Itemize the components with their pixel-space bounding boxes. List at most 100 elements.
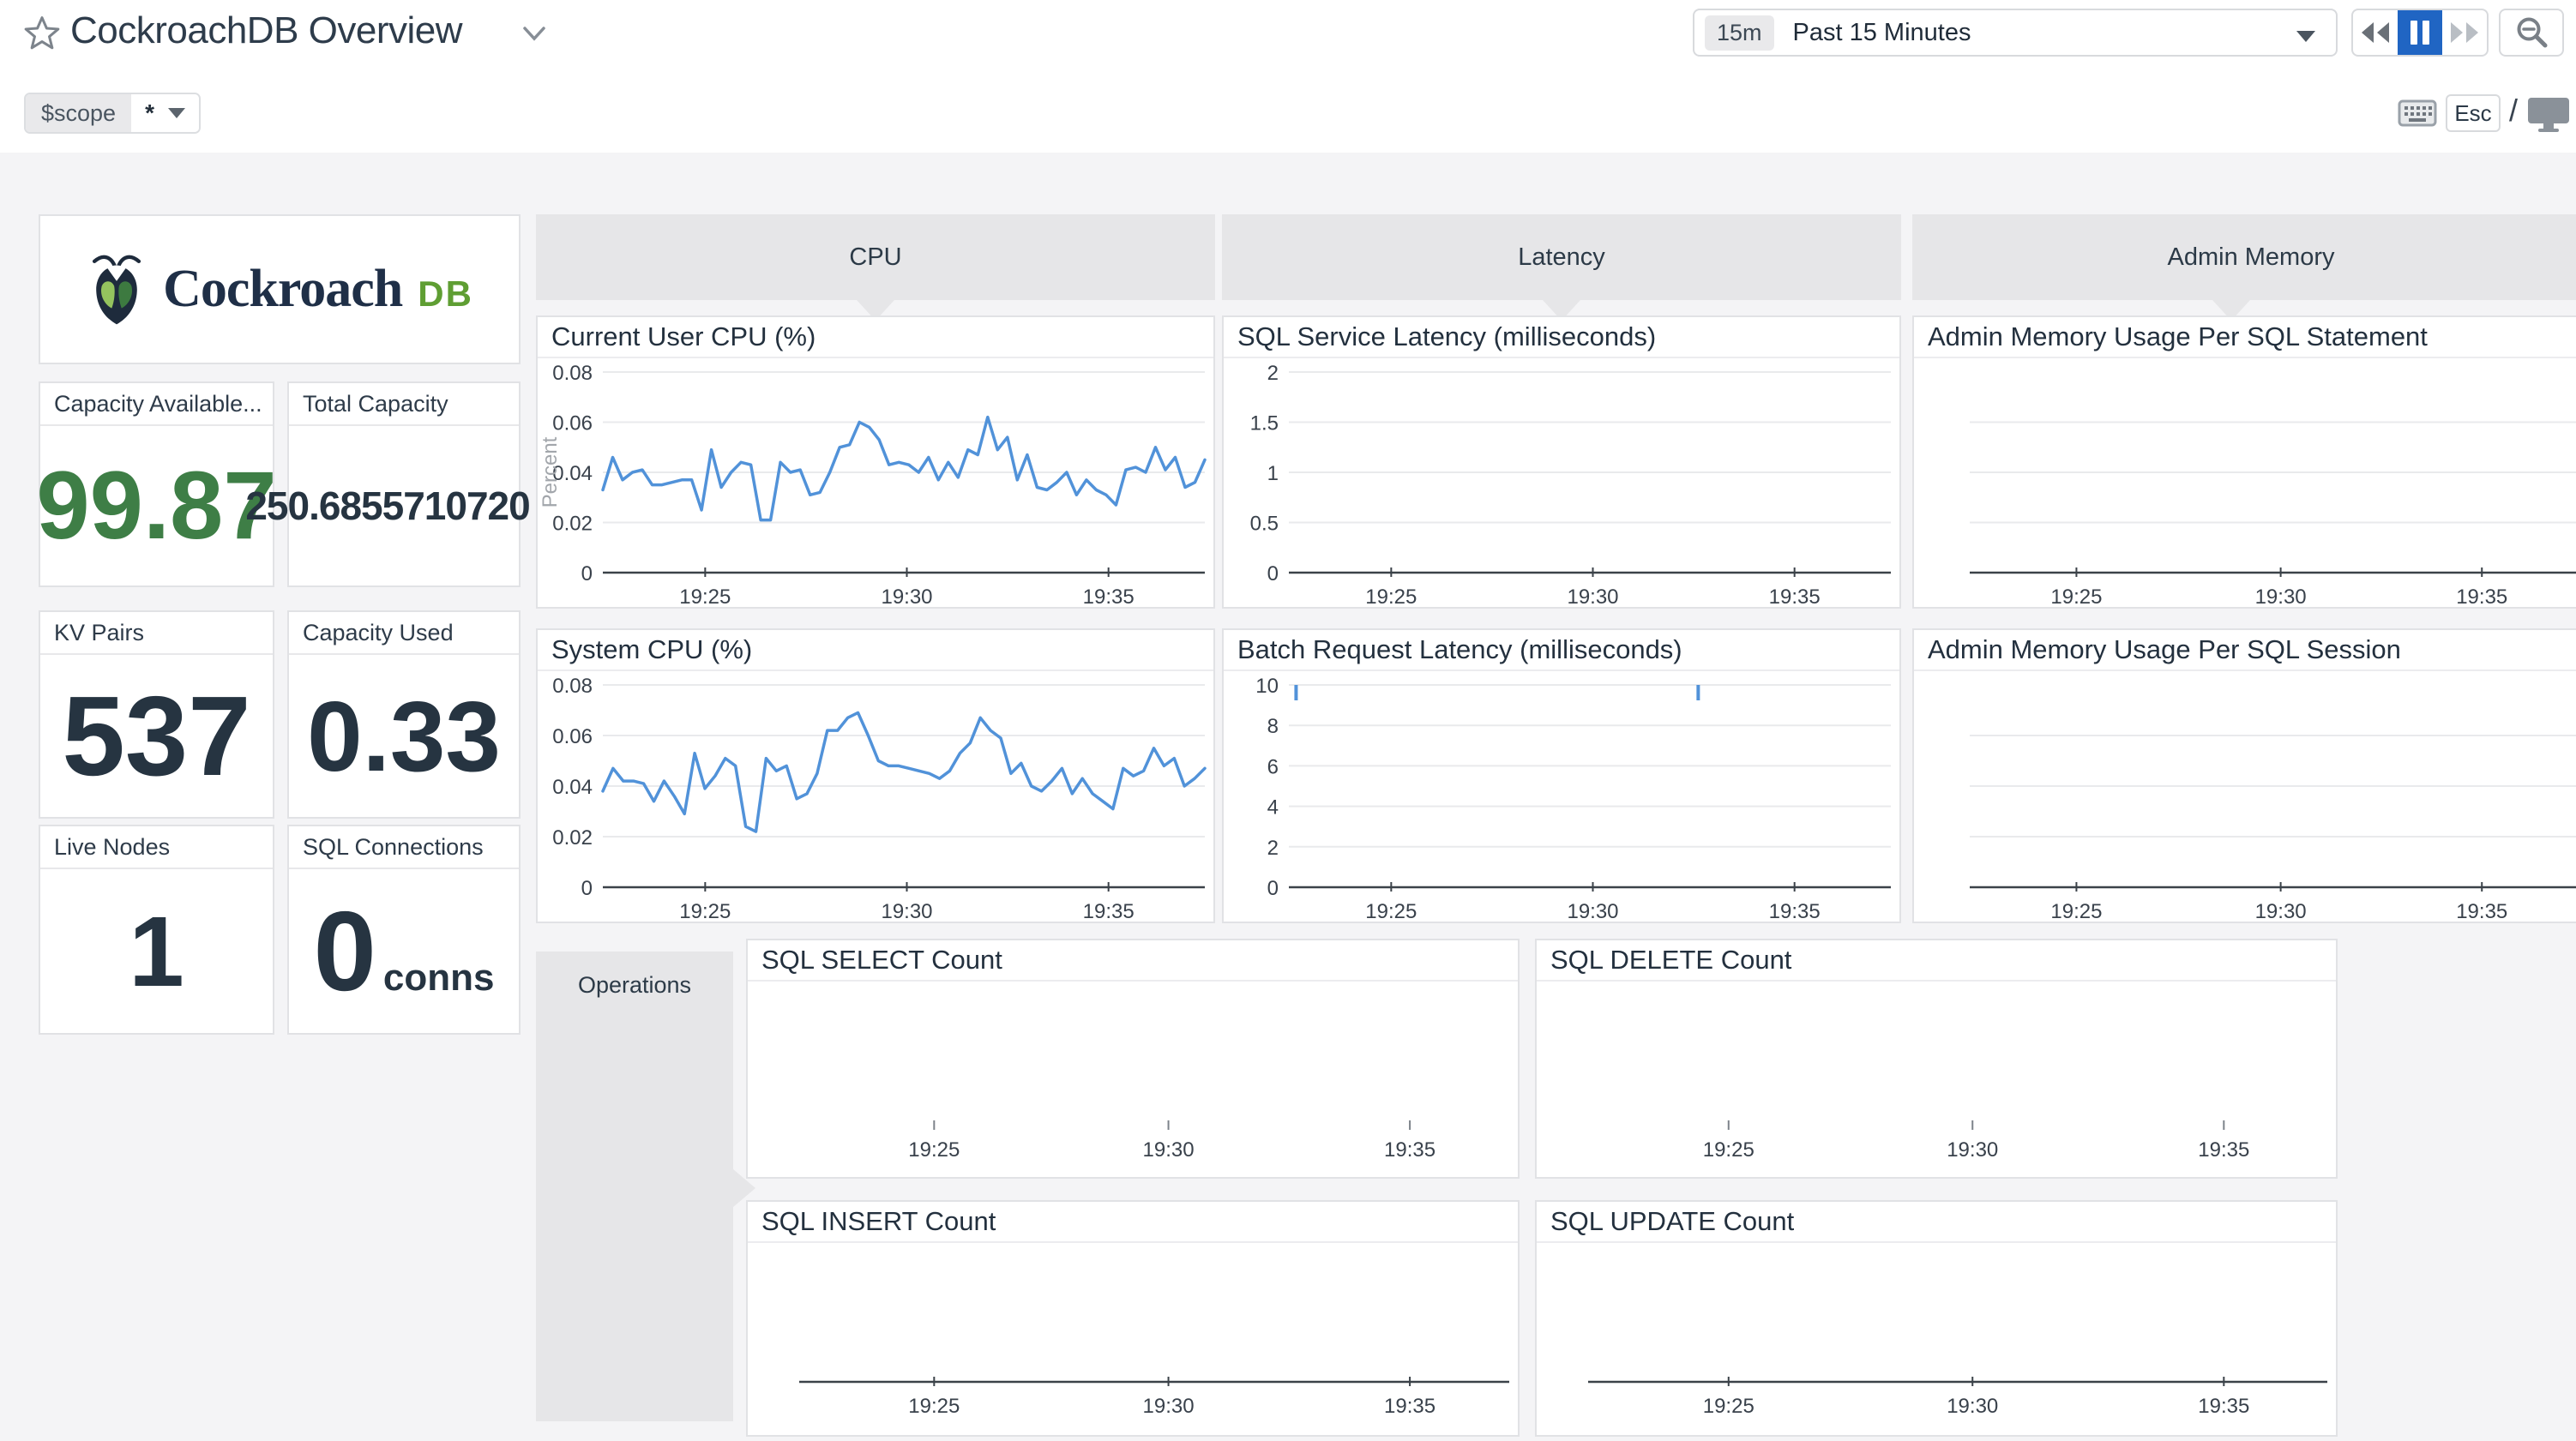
stat-card-capacity-used[interactable]: Capacity Used 0.33 <box>287 610 521 819</box>
svg-text:19:25: 19:25 <box>679 585 731 607</box>
stat-card-live-nodes[interactable]: Live Nodes 1 <box>39 825 274 1035</box>
svg-text:19:30: 19:30 <box>1947 1395 1998 1418</box>
svg-text:19:30: 19:30 <box>2255 585 2307 607</box>
stat-label: Capacity Available... <box>40 383 273 426</box>
svg-text:19:30: 19:30 <box>1947 1138 1998 1162</box>
page-title[interactable]: CockroachDB Overview <box>70 9 463 51</box>
svg-text:19:25: 19:25 <box>908 1395 960 1418</box>
svg-text:4: 4 <box>1267 796 1279 820</box>
group-header-cpu[interactable]: CPU <box>536 214 1215 300</box>
chart-card-current-user-cpu: Current User CPU (%) 0 0.02 0.04 0.06 0.08 19… <box>536 315 1215 609</box>
svg-text:1: 1 <box>1267 462 1279 485</box>
svg-text:0.08: 0.08 <box>552 362 593 385</box>
stat-label: Total Capacity <box>289 383 519 426</box>
zoom-out-button[interactable] <box>2499 9 2564 57</box>
chart-title: System CPU (%) <box>538 630 1213 671</box>
svg-text:0: 0 <box>581 877 593 900</box>
stat-label: KV Pairs <box>40 612 273 655</box>
svg-text:19:25: 19:25 <box>1703 1395 1754 1418</box>
svg-text:19:35: 19:35 <box>1083 585 1135 607</box>
group-header-admin-memory[interactable]: Admin Memory <box>1912 214 2576 300</box>
svg-text:19:35: 19:35 <box>2198 1138 2249 1162</box>
esc-key-badge: Esc <box>2446 94 2501 132</box>
svg-text:19:30: 19:30 <box>881 585 932 607</box>
svg-text:2: 2 <box>1267 837 1279 860</box>
stat-card-capacity-available[interactable]: Capacity Available... 99.87 <box>36 381 277 587</box>
favorite-star-icon[interactable] <box>22 14 62 53</box>
chart-title: Batch Request Latency (milliseconds) <box>1224 630 1899 671</box>
shortcut-separator: / <box>2509 93 2519 128</box>
chart-plot-sql-insert-count[interactable]: 19:25 19:30 19:35 <box>748 1243 1518 1435</box>
group-header-operations[interactable]: Operations <box>536 952 733 1421</box>
chart-title: SQL DELETE Count <box>1537 940 2336 982</box>
rewind-button[interactable] <box>2353 10 2398 55</box>
chart-title: SQL INSERT Count <box>748 1202 1518 1243</box>
stat-value: 1 <box>129 895 184 1007</box>
chart-card-batch-request-latency: Batch Request Latency (milliseconds) 0 2 4… <box>1222 628 1901 923</box>
keyboard-icon <box>2398 99 2437 131</box>
group-title: Operations <box>577 972 692 998</box>
chart-plot-sql-update-count[interactable]: 19:25 19:30 19:35 <box>1537 1243 2336 1435</box>
svg-text:19:30: 19:30 <box>1143 1138 1195 1162</box>
svg-text:19:25: 19:25 <box>1703 1138 1754 1162</box>
fast-forward-button[interactable] <box>2442 10 2487 55</box>
stat-value: 0 <box>313 887 376 1014</box>
scope-variable-name: $scope <box>26 94 132 132</box>
title-chevron-down-icon[interactable] <box>520 22 549 45</box>
stat-value: 537 <box>62 672 251 799</box>
chart-title: SQL SELECT Count <box>748 940 1518 982</box>
chart-plot-current-user-cpu[interactable]: 0 0.02 0.04 0.06 0.08 19:25 19:30 19:35 Percent <box>538 358 1213 609</box>
stat-label: Capacity Used <box>289 612 519 655</box>
stat-card-total-capacity[interactable]: Total Capacity 250.6855710720 GB <box>245 381 563 587</box>
chart-card-sql-update-count: SQL UPDATE Count 19:25 19:30 19:35 <box>1535 1200 2338 1437</box>
chart-title: Current User CPU (%) <box>538 317 1213 358</box>
stat-card-kv-pairs[interactable]: KV Pairs 537 <box>39 610 274 819</box>
template-variable-scope[interactable]: $scope * <box>24 93 201 134</box>
chart-card-sql-select-count: SQL SELECT Count 19:25 19:30 19:35 <box>746 939 1520 1179</box>
stat-value: 250.6855710720 <box>245 483 530 528</box>
svg-text:0.04: 0.04 <box>552 462 593 485</box>
svg-text:1.5: 1.5 <box>1250 412 1279 435</box>
group-title: Admin Memory <box>2167 243 2335 271</box>
stat-label: Live Nodes <box>40 826 273 869</box>
stat-card-sql-connections[interactable]: SQL Connections 0 conns <box>287 825 521 1035</box>
chart-plot-admin-memory-statement[interactable]: 19:25 19:30 19:35 <box>1914 358 2576 609</box>
chart-title: SQL UPDATE Count <box>1537 1202 2336 1243</box>
chart-plot-sql-delete-count[interactable]: 19:25 19:30 19:35 <box>1537 982 2336 1177</box>
chart-plot-sql-service-latency[interactable]: 0 0.5 1 1.5 2 19:25 19:30 19:35 <box>1224 358 1899 609</box>
svg-text:0: 0 <box>581 562 593 585</box>
scope-caret-icon <box>167 108 185 118</box>
chart-title: Admin Memory Usage Per SQL Session <box>1914 630 2576 671</box>
chart-plot-sql-select-count[interactable]: 19:25 19:30 19:35 <box>748 982 1518 1177</box>
svg-text:19:35: 19:35 <box>1769 585 1821 607</box>
chart-card-admin-memory-session: Admin Memory Usage Per SQL Session 19:25… <box>1912 628 2576 923</box>
chart-card-sql-delete-count: SQL DELETE Count 19:25 19:30 19:35 <box>1535 939 2338 1179</box>
time-range-picker[interactable]: 15m Past 15 Minutes <box>1693 9 2338 57</box>
chart-plot-admin-memory-session[interactable]: 19:25 19:30 19:35 <box>1914 671 2576 923</box>
svg-text:0.5: 0.5 <box>1250 513 1279 536</box>
chart-plot-system-cpu[interactable]: 0 0.02 0.04 0.06 0.08 19:25 19:30 19:35 <box>538 671 1213 923</box>
star-icon <box>24 16 60 50</box>
svg-text:Percent: Percent <box>539 436 562 507</box>
svg-text:19:35: 19:35 <box>1384 1395 1435 1418</box>
chart-title: Admin Memory Usage Per SQL Statement <box>1914 317 2576 358</box>
svg-text:19:25: 19:25 <box>2050 585 2102 607</box>
chevron-down-icon <box>523 27 545 41</box>
scope-variable-value[interactable]: * <box>131 94 199 132</box>
tv-mode-icon <box>2526 96 2571 136</box>
scope-value-text: * <box>145 99 154 126</box>
time-range-caret-icon <box>2296 31 2315 42</box>
logo-db-text: DB <box>418 273 473 314</box>
svg-text:0.04: 0.04 <box>552 776 593 799</box>
fast-forward-icon <box>2451 22 2478 43</box>
group-header-latency[interactable]: Latency <box>1222 214 1901 300</box>
chart-plot-batch-request-latency[interactable]: 0 2 4 6 8 10 19:25 19:30 19:35 <box>1224 671 1899 923</box>
pause-button[interactable] <box>2398 10 2442 55</box>
svg-text:19:25: 19:25 <box>679 900 731 922</box>
time-range-badge: 15m <box>1705 15 1774 51</box>
cockroach-bug-icon <box>92 255 141 324</box>
chart-card-sql-service-latency: SQL Service Latency (milliseconds) 0 0.5 1… <box>1222 315 1901 609</box>
svg-text:19:30: 19:30 <box>881 900 932 922</box>
svg-text:19:35: 19:35 <box>1384 1138 1435 1162</box>
svg-text:19:30: 19:30 <box>1567 900 1618 922</box>
